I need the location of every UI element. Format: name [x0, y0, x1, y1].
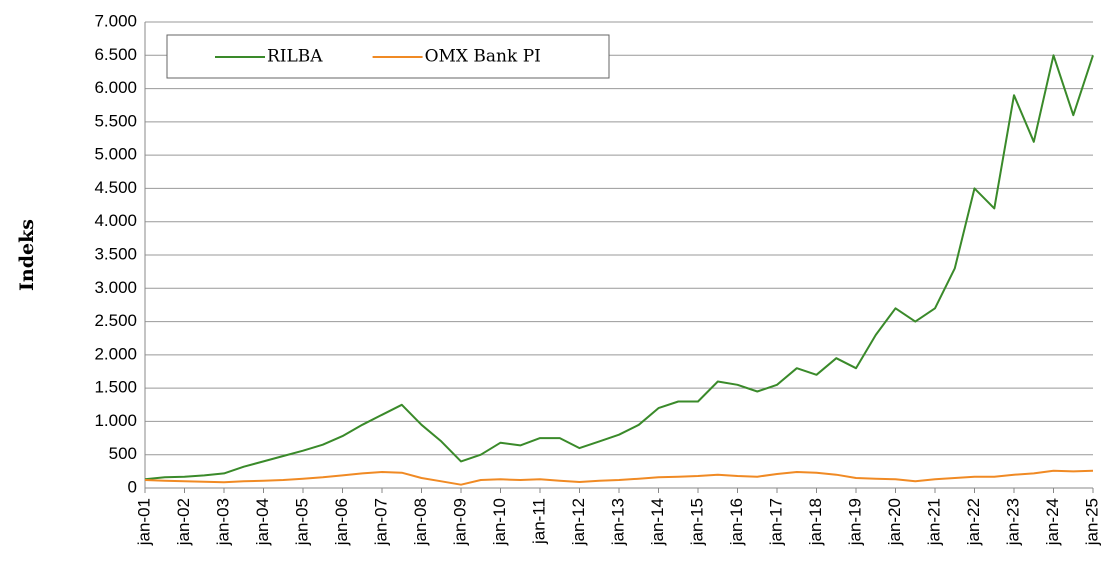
x-tick-label: jan-16 — [727, 498, 746, 546]
x-tick-label: jan-10 — [490, 498, 509, 546]
x-tick-label: jan-04 — [253, 498, 272, 546]
x-tick-label: jan-13 — [608, 498, 627, 546]
x-tick-label: jan-14 — [648, 498, 667, 546]
x-tick-label: jan-03 — [213, 498, 232, 546]
x-tick-label: jan-01 — [134, 498, 153, 546]
x-tick-label: jan-06 — [332, 498, 351, 546]
x-tick-label: jan-25 — [1082, 498, 1101, 546]
line-series — [144, 54, 1094, 481]
y-axis-label: Indeks — [16, 219, 38, 291]
legend-label: OMX Bank PI — [425, 47, 541, 67]
legend-label: RILBA — [267, 47, 323, 67]
x-tick-label: jan-19 — [845, 498, 864, 546]
y-tick-label: 4.500 — [94, 178, 137, 197]
x-tick-label: jan-05 — [292, 498, 311, 546]
y-tick-label: 1.500 — [94, 378, 137, 397]
x-tick-label: jan-02 — [174, 498, 193, 546]
y-tick-label: 2.500 — [94, 311, 137, 330]
y-tick-label: 5.500 — [94, 111, 137, 130]
x-tick-label: jan-07 — [371, 498, 390, 546]
y-tick-label: 5.000 — [94, 145, 137, 164]
y-tick-label: 6.500 — [94, 45, 137, 64]
x-tick-label: jan-12 — [569, 498, 588, 546]
x-tick-label: jan-20 — [885, 498, 904, 546]
y-tick-label: 4.000 — [94, 211, 137, 230]
y-tick-label: 500 — [109, 444, 137, 463]
y-tick-label: 3.500 — [94, 244, 137, 263]
y-tick-label: 0 — [128, 477, 137, 496]
y-tick-label: 6.000 — [94, 78, 137, 97]
y-tick-label: 2.000 — [94, 344, 137, 363]
x-tick-label: jan-24 — [1043, 498, 1062, 546]
y-tick-label: 7.000 — [94, 11, 137, 30]
x-tick-label: jan-17 — [766, 498, 785, 546]
x-tick-label: jan-21 — [924, 498, 943, 546]
x-tick-label: jan-18 — [806, 498, 825, 546]
x-tick-label: jan-22 — [964, 498, 983, 546]
line-series — [144, 469, 1094, 486]
x-tick-label: jan-08 — [411, 498, 430, 546]
x-tick-label: jan-09 — [450, 498, 469, 546]
x-tick-label: jan-11 — [529, 498, 548, 545]
y-tick-label: 3.000 — [94, 278, 137, 297]
x-tick-label: jan-15 — [687, 498, 706, 546]
x-tick-label: jan-23 — [1003, 498, 1022, 546]
y-tick-label: 1.000 — [94, 411, 137, 430]
